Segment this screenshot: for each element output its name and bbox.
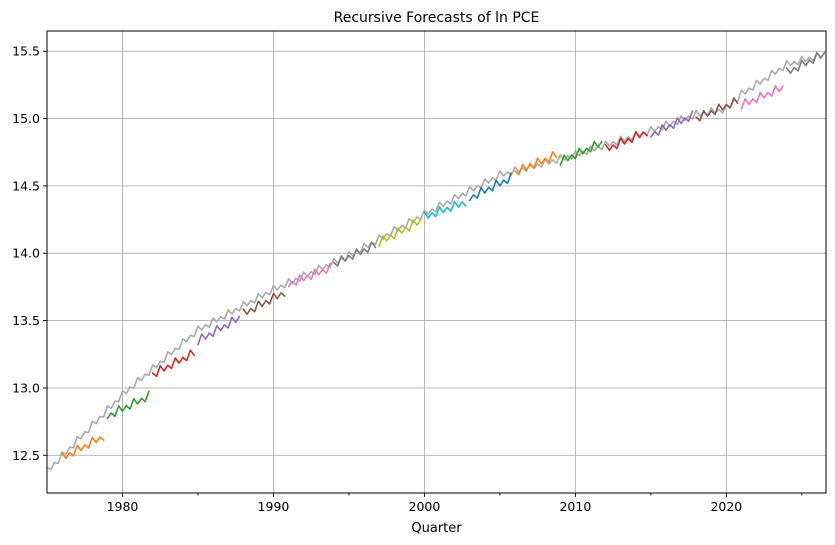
forecast-series-line	[695, 97, 739, 122]
forecast-series-line	[287, 262, 331, 288]
y-tick-label: 14.5	[12, 178, 40, 193]
forecast-series-line	[151, 349, 195, 378]
x-tick-label: 1990	[258, 499, 290, 514]
x-tick-label: 2000	[409, 499, 441, 514]
chart-title: Recursive Forecasts of ln PCE	[334, 10, 540, 26]
forecast-series-line	[785, 51, 826, 74]
series-group	[46, 51, 826, 471]
y-tick-label: 13.0	[12, 380, 40, 395]
plot-frame	[46, 30, 827, 494]
forecast-series-line	[332, 241, 377, 267]
y-tick-label: 14.0	[12, 246, 40, 261]
forecast-series-line	[740, 85, 784, 110]
forecast-series-line	[197, 315, 241, 346]
forecast-series-line	[61, 436, 105, 460]
forecast-series-line	[559, 140, 603, 167]
y-tick-label: 15.5	[12, 44, 40, 59]
forecast-series-line	[106, 390, 150, 420]
y-tick-label: 13.5	[12, 313, 40, 328]
y-tick-label: 12.5	[12, 448, 40, 463]
forecast-series-line	[604, 131, 648, 152]
forecast-series-line	[468, 172, 513, 202]
forecast-series-line	[514, 151, 558, 176]
forecast-series-line	[242, 292, 286, 316]
forecast-series-line	[378, 218, 422, 247]
axis-ticks: 1980 1990 2000 2010 2020 12.5 13.0 13.5 14.0 14.5…	[12, 44, 803, 514]
x-tick-label: 2020	[710, 499, 742, 514]
x-tick-label: 2010	[559, 499, 591, 514]
x-axis-label: Quarter	[411, 521, 462, 536]
x-tick-label: 1980	[107, 499, 139, 514]
actual-series-line	[46, 51, 826, 471]
forecast-series-line	[650, 110, 694, 138]
y-tick-label: 15.0	[12, 111, 40, 126]
forecast-series-line	[423, 200, 467, 219]
grid-lines	[47, 31, 826, 493]
